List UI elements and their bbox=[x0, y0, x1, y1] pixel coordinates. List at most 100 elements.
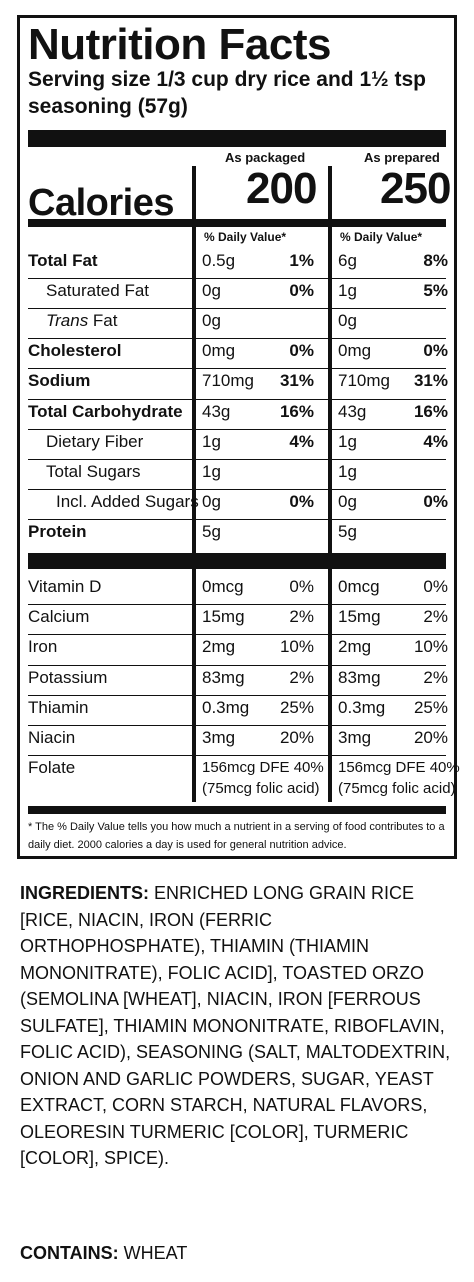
packaged-amount: 0g bbox=[202, 311, 221, 331]
nutrient-name: Sodium bbox=[28, 371, 91, 391]
packaged-amount: 2mg bbox=[202, 637, 236, 657]
row-divider bbox=[28, 694, 446, 696]
col-heading-packaged: As packaged bbox=[225, 150, 306, 165]
row-divider bbox=[28, 755, 446, 757]
nutrient-name: Protein bbox=[28, 521, 87, 541]
nutrient-name: Incl. Added Sugars bbox=[56, 491, 199, 511]
col-heading-prepared: As prepared bbox=[364, 150, 440, 165]
prepared-amount: 0.3mg bbox=[338, 697, 386, 717]
nutrient-name: Total Fat bbox=[28, 251, 98, 270]
folate-packaged-line1: 156mcg DFE 40% bbox=[202, 759, 324, 776]
packaged-daily-value: 1% bbox=[289, 251, 314, 270]
nutrient-name: Cholesterol bbox=[28, 341, 122, 361]
packaged-daily-value: 0% bbox=[289, 577, 314, 596]
nutrient-name: Dietary Fiber bbox=[46, 431, 144, 451]
thick-divider-vitamins bbox=[28, 553, 446, 569]
packaged-amount: 1g bbox=[202, 461, 221, 481]
packaged-amount: 0g bbox=[202, 491, 221, 511]
dv-heading-packaged: % Daily Value* bbox=[204, 230, 287, 244]
prepared-daily-value: 0% bbox=[423, 341, 448, 361]
nutrient-name: Saturated Fat bbox=[46, 281, 150, 301]
ingredients-label: INGREDIENTS: bbox=[20, 883, 150, 903]
nutrition-facts-label: Nutrition Facts Serving size 1/3 cup dry… bbox=[17, 15, 460, 859]
prepared-amount: 2mg bbox=[338, 637, 372, 657]
vitamin-name: Niacin bbox=[28, 728, 76, 747]
prepared-daily-value: 5% bbox=[423, 281, 448, 301]
prepared-amount: 0mg bbox=[338, 341, 372, 361]
packaged-amount: 43g bbox=[202, 401, 231, 421]
calories-label: Calories bbox=[28, 182, 174, 224]
packaged-daily-value: 2% bbox=[289, 667, 314, 687]
ingredients-statement: INGREDIENTS: ENRICHED LONG GRAIN RICE [R… bbox=[20, 880, 460, 1172]
contains-label: CONTAINS: bbox=[20, 1243, 119, 1263]
packaged-daily-value: 4% bbox=[289, 431, 314, 451]
row-divider bbox=[28, 604, 446, 606]
row-divider bbox=[28, 278, 446, 280]
packaged-amount: 0mg bbox=[202, 341, 236, 361]
packaged-amount: 3mg bbox=[202, 728, 236, 747]
prepared-amount: 83mg bbox=[338, 667, 381, 687]
prepared-amount: 0g bbox=[338, 311, 357, 331]
packaged-amount: 83mg bbox=[202, 667, 245, 687]
prepared-amount: 0g bbox=[338, 491, 357, 511]
prepared-daily-value: 0% bbox=[423, 577, 448, 596]
row-divider bbox=[28, 664, 446, 666]
prepared-daily-value: 31% bbox=[413, 371, 448, 391]
row-divider bbox=[28, 308, 446, 310]
packaged-daily-value: 31% bbox=[279, 371, 314, 391]
row-divider bbox=[28, 398, 446, 400]
prepared-amount: 1g bbox=[338, 431, 357, 451]
prepared-daily-value: 2% bbox=[423, 667, 448, 687]
packaged-amount: 1g bbox=[202, 431, 221, 451]
packaged-daily-value: 25% bbox=[279, 697, 314, 717]
vitamin-name: Vitamin D bbox=[28, 577, 102, 596]
packaged-amount: 0.3mg bbox=[202, 697, 250, 717]
allergen-statement: CONTAINS: WHEAT bbox=[20, 1243, 187, 1264]
nutrient-name: Total Sugars bbox=[46, 461, 141, 481]
row-divider bbox=[28, 488, 446, 490]
nutrient-name: Trans Fat bbox=[46, 311, 118, 331]
prepared-amount: 3mg bbox=[338, 728, 372, 747]
prepared-daily-value: 20% bbox=[413, 728, 448, 747]
prepared-daily-value: 16% bbox=[413, 401, 448, 421]
prepared-amount: 0mcg bbox=[338, 577, 380, 596]
prepared-amount: 15mg bbox=[338, 607, 381, 627]
prepared-daily-value: 8% bbox=[423, 251, 448, 270]
folate-name: Folate bbox=[28, 758, 76, 777]
dv-heading-prepared: % Daily Value* bbox=[340, 230, 423, 244]
nutrient-name-italic: Trans bbox=[46, 311, 89, 331]
packaged-daily-value: 2% bbox=[289, 607, 314, 627]
row-divider bbox=[28, 338, 446, 340]
calories-prepared: 250 bbox=[380, 164, 451, 213]
packaged-daily-value: 0% bbox=[289, 491, 314, 511]
folate-packaged-line2: (75mcg folic acid) bbox=[202, 780, 320, 797]
prepared-amount: 1g bbox=[338, 281, 357, 301]
footnote: * The % Daily Value tells you how much a… bbox=[28, 821, 445, 851]
prepared-amount: 710mg bbox=[338, 371, 390, 391]
packaged-daily-value: 10% bbox=[279, 637, 314, 657]
thick-divider-calories bbox=[28, 219, 446, 227]
row-divider bbox=[28, 634, 446, 636]
ingredients-text: ENRICHED LONG GRAIN RICE [RICE, NIACIN, … bbox=[20, 883, 451, 1168]
prepared-amount: 1g bbox=[338, 461, 357, 481]
vitamin-name: Thiamin bbox=[28, 697, 89, 717]
packaged-daily-value: 0% bbox=[289, 281, 314, 301]
packaged-amount: 0g bbox=[202, 281, 221, 301]
prepared-daily-value: 0% bbox=[423, 491, 448, 511]
prepared-amount: 6g bbox=[338, 251, 357, 270]
packaged-amount: 710mg bbox=[202, 371, 254, 391]
packaged-amount: 15mg bbox=[202, 607, 245, 627]
packaged-daily-value: 0% bbox=[289, 341, 314, 361]
row-divider bbox=[28, 368, 446, 370]
prepared-daily-value: 2% bbox=[423, 607, 448, 627]
packaged-amount: 5g bbox=[202, 521, 221, 541]
row-divider bbox=[28, 428, 446, 430]
prepared-amount: 43g bbox=[338, 401, 367, 421]
vitamin-name: Iron bbox=[28, 637, 58, 657]
serving-size: Serving size 1/3 cup dry rice and 1½ tsp… bbox=[28, 68, 426, 118]
packaged-daily-value: 16% bbox=[279, 401, 314, 421]
calories-packaged: 200 bbox=[246, 164, 317, 213]
prepared-daily-value: 25% bbox=[413, 697, 448, 717]
thick-divider-top bbox=[28, 130, 446, 147]
prepared-daily-value: 10% bbox=[413, 637, 448, 657]
